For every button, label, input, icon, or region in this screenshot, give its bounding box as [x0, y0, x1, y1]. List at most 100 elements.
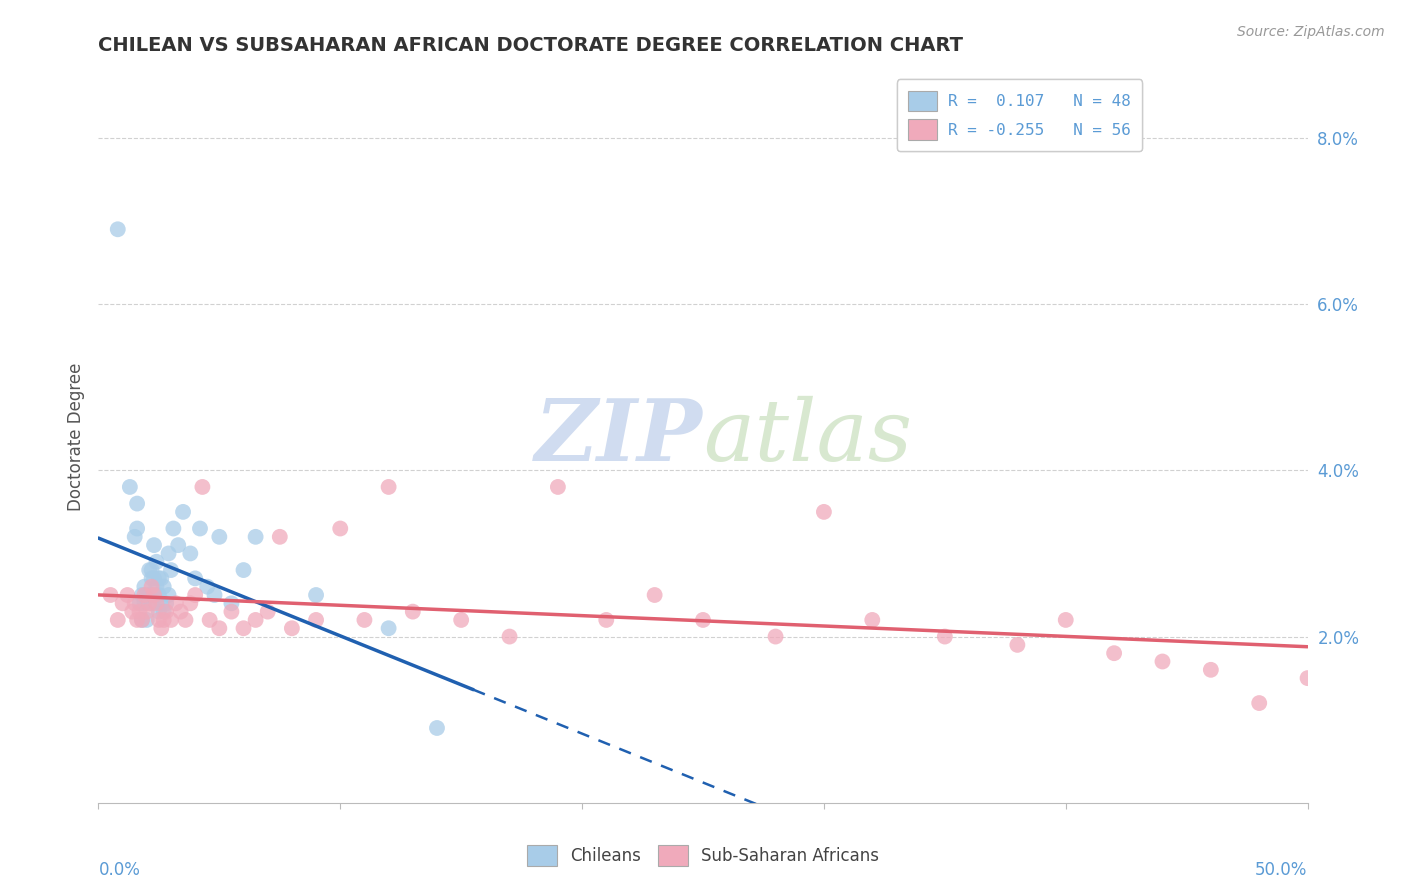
Point — [128, 605, 150, 619]
Point — [1007, 638, 1029, 652]
Point — [174, 613, 197, 627]
Point — [160, 563, 183, 577]
Point — [124, 530, 146, 544]
Point — [765, 630, 787, 644]
Point — [150, 571, 173, 585]
Point — [138, 588, 160, 602]
Point — [134, 580, 156, 594]
Point — [141, 571, 163, 585]
Point — [138, 563, 160, 577]
Point — [167, 538, 190, 552]
Point — [377, 480, 399, 494]
Point — [143, 538, 166, 552]
Point — [547, 480, 569, 494]
Text: ZIP: ZIP — [536, 395, 703, 479]
Text: 0.0%: 0.0% — [98, 861, 141, 879]
Point — [1152, 655, 1174, 669]
Point — [269, 530, 291, 544]
Point — [155, 596, 177, 610]
Point — [150, 596, 173, 610]
Point — [934, 630, 956, 644]
Point — [157, 546, 180, 560]
Point — [256, 605, 278, 619]
Point — [148, 605, 170, 619]
Point — [152, 605, 174, 619]
Point — [107, 613, 129, 627]
Point — [644, 588, 666, 602]
Point — [148, 588, 170, 602]
Point — [152, 613, 174, 627]
Y-axis label: Doctorate Degree: Doctorate Degree — [66, 363, 84, 511]
Point — [221, 605, 243, 619]
Point — [450, 613, 472, 627]
Point — [131, 613, 153, 627]
Point — [208, 530, 231, 544]
Point — [135, 588, 157, 602]
Point — [121, 605, 143, 619]
Point — [148, 613, 170, 627]
Point — [141, 580, 163, 594]
Point — [128, 596, 150, 610]
Point — [143, 571, 166, 585]
Text: Source: ZipAtlas.com: Source: ZipAtlas.com — [1237, 25, 1385, 39]
Point — [195, 580, 218, 594]
Point — [127, 497, 149, 511]
Legend: Chileans, Sub-Saharan Africans: Chileans, Sub-Saharan Africans — [519, 837, 887, 875]
Point — [118, 480, 141, 494]
Point — [188, 521, 211, 535]
Point — [198, 613, 221, 627]
Point — [329, 521, 352, 535]
Point — [498, 630, 520, 644]
Point — [860, 613, 883, 627]
Point — [245, 530, 267, 544]
Point — [179, 546, 201, 560]
Text: CHILEAN VS SUBSAHARAN AFRICAN DOCTORATE DEGREE CORRELATION CHART: CHILEAN VS SUBSAHARAN AFRICAN DOCTORATE … — [98, 36, 963, 54]
Text: 50.0%: 50.0% — [1256, 861, 1308, 879]
Point — [1102, 646, 1125, 660]
Point — [131, 613, 153, 627]
Point — [157, 588, 180, 602]
Point — [221, 596, 243, 610]
Point — [124, 596, 146, 610]
Point — [692, 613, 714, 627]
Point — [191, 480, 214, 494]
Point — [135, 605, 157, 619]
Point — [143, 588, 166, 602]
Point — [141, 596, 163, 610]
Point — [281, 621, 304, 635]
Point — [184, 588, 207, 602]
Point — [131, 588, 153, 602]
Point — [127, 613, 149, 627]
Legend: R =  0.107   N = 48, R = -0.255   N = 56: R = 0.107 N = 48, R = -0.255 N = 56 — [897, 79, 1143, 151]
Point — [127, 521, 149, 535]
Point — [162, 521, 184, 535]
Point — [150, 621, 173, 635]
Point — [232, 563, 254, 577]
Point — [1296, 671, 1319, 685]
Point — [169, 605, 191, 619]
Point — [100, 588, 122, 602]
Point — [402, 605, 425, 619]
Point — [145, 596, 167, 610]
Point — [305, 588, 328, 602]
Point — [155, 605, 177, 619]
Point — [1054, 613, 1077, 627]
Point — [143, 588, 166, 602]
Point — [172, 505, 194, 519]
Point — [353, 613, 375, 627]
Point — [232, 621, 254, 635]
Point — [813, 505, 835, 519]
Point — [160, 613, 183, 627]
Point — [204, 588, 226, 602]
Point — [595, 613, 617, 627]
Point — [184, 571, 207, 585]
Point — [148, 571, 170, 585]
Point — [208, 621, 231, 635]
Point — [138, 596, 160, 610]
Point — [179, 596, 201, 610]
Point — [145, 580, 167, 594]
Point — [426, 721, 449, 735]
Point — [1249, 696, 1271, 710]
Point — [117, 588, 139, 602]
Point — [134, 596, 156, 610]
